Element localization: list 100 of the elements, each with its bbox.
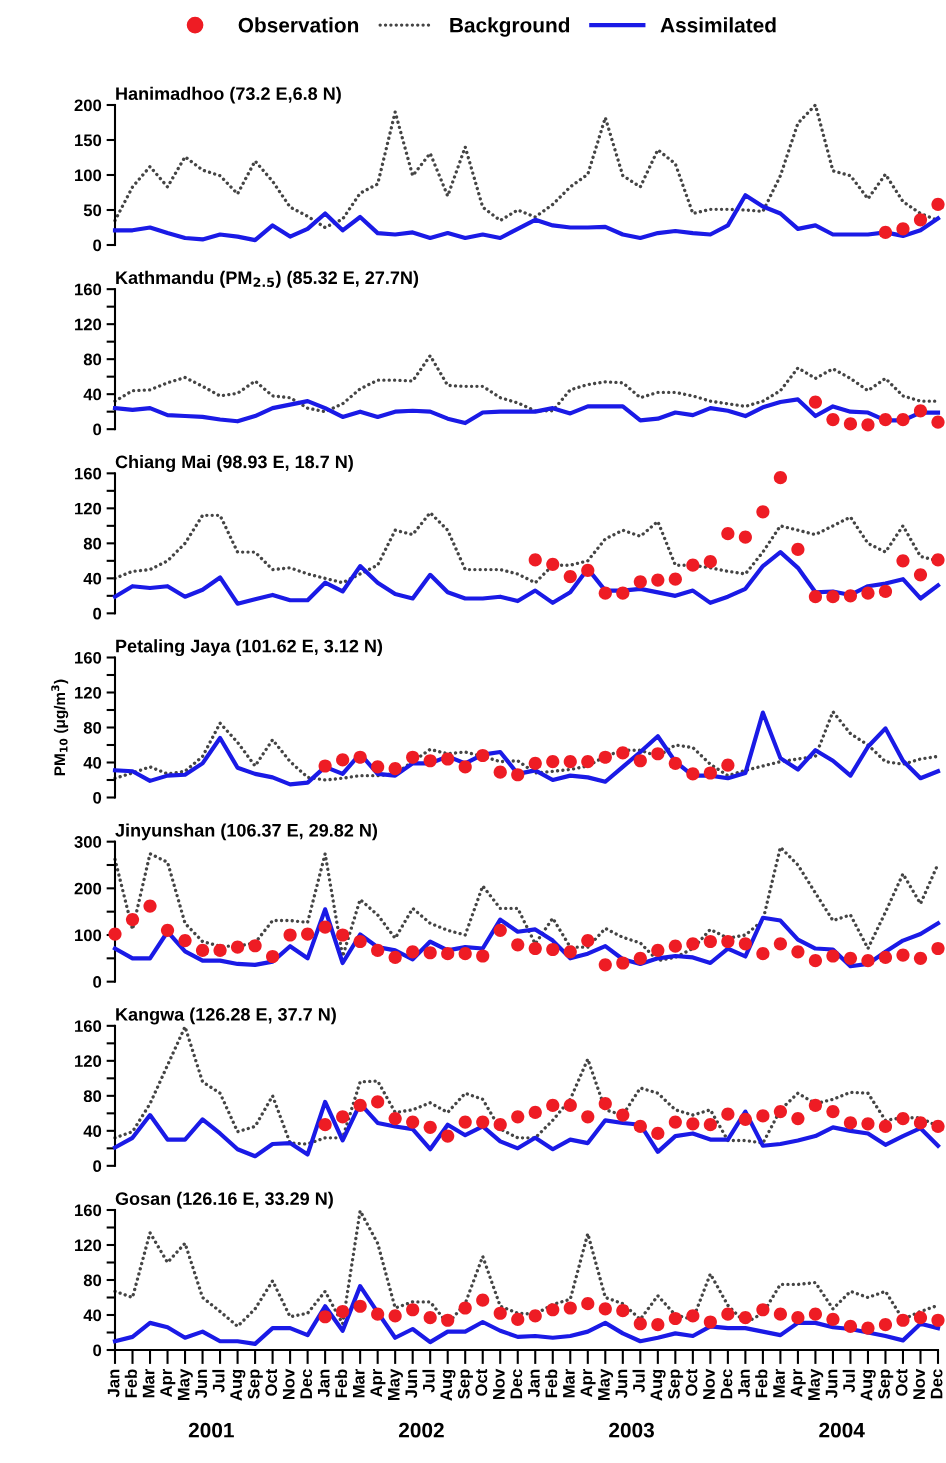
point: [808, 954, 823, 968]
point: [318, 920, 332, 934]
x-tick-label: May: [808, 1368, 824, 1401]
y-tick-label: 80: [83, 537, 102, 550]
x-tick-label: Nov: [493, 1368, 505, 1400]
point: [721, 1107, 735, 1121]
text: 2003: [609, 1422, 654, 1438]
point: [773, 471, 787, 485]
x-tick-label: Mar: [142, 1369, 155, 1398]
point: [581, 1110, 595, 1124]
y-tick-label: 200: [74, 99, 102, 112]
point: [108, 927, 122, 941]
y-tick-label: 160: [75, 1020, 102, 1033]
x-tick-label: Apr: [790, 1369, 806, 1398]
point: [493, 765, 507, 779]
y-tick-label: 40: [83, 572, 102, 585]
point: [388, 1309, 402, 1323]
point: [616, 586, 630, 600]
point: [528, 553, 542, 567]
point: [668, 939, 682, 953]
point: [423, 1120, 437, 1134]
point: [896, 1313, 910, 1327]
x-tick-label: Jan: [738, 1369, 750, 1398]
point: [581, 934, 595, 948]
point: [843, 589, 858, 603]
point: [826, 412, 840, 427]
x-tick-label: Dec: [300, 1369, 313, 1399]
point: [546, 942, 560, 957]
point: [808, 590, 823, 604]
point: [633, 1119, 647, 1134]
point: [861, 954, 875, 968]
point: [668, 1115, 682, 1129]
x-tick-label: Sep: [247, 1369, 263, 1399]
point: [336, 1110, 350, 1124]
point: [826, 1105, 840, 1119]
x-tick-label: Oct: [265, 1368, 278, 1396]
x-tick-label: Feb: [124, 1369, 137, 1398]
point: [511, 938, 525, 952]
point: [248, 939, 262, 953]
point: [738, 1311, 752, 1325]
x-tick-label: Jun: [825, 1369, 838, 1399]
point: [913, 1311, 928, 1325]
point: [581, 755, 595, 769]
x-tick-label: Aug: [440, 1369, 456, 1401]
point: [808, 395, 823, 409]
point: [511, 768, 525, 782]
point: [353, 750, 367, 764]
x-tick-label: Apr: [580, 1369, 596, 1398]
x-tick-label: May: [598, 1368, 614, 1401]
y-tick-label: 0: [93, 239, 102, 252]
point: [371, 943, 385, 957]
point: [458, 760, 472, 774]
y-tick-label: 0: [93, 607, 102, 620]
point: [178, 934, 192, 948]
y-tick-label: 160: [75, 283, 102, 296]
point: [686, 937, 700, 951]
point: [791, 1112, 805, 1126]
point: [703, 766, 717, 780]
point: [353, 1299, 367, 1313]
point: [406, 750, 420, 764]
point: [756, 505, 770, 519]
point: [598, 586, 612, 600]
point: [896, 222, 910, 236]
point: [668, 572, 682, 586]
point: [633, 951, 647, 965]
point: [546, 1303, 560, 1317]
x-tick-label: May: [388, 1368, 403, 1401]
chart-title: Kangwa (126.28 E, 37.7 N): [116, 1007, 336, 1025]
point: [563, 945, 577, 959]
point: [931, 415, 945, 429]
point: [423, 946, 437, 960]
y-tick-label: 160: [75, 467, 102, 480]
point: [230, 940, 245, 954]
y-tick-label: 0: [93, 1344, 102, 1357]
point: [563, 1098, 577, 1113]
y-tick-label: 120: [75, 686, 102, 699]
point: [441, 752, 455, 766]
point: [843, 417, 858, 431]
point: [598, 958, 612, 972]
point: [318, 759, 332, 773]
point: [913, 951, 928, 965]
point: [791, 1311, 805, 1325]
point: [651, 573, 665, 587]
point: [913, 213, 928, 227]
point: [563, 1301, 577, 1315]
y-tick-label: 160: [75, 651, 102, 664]
point: [913, 404, 928, 418]
x-tick-label: Feb: [755, 1369, 768, 1398]
point: [686, 767, 700, 781]
point: [668, 1311, 682, 1326]
point: [773, 937, 787, 951]
point: [493, 1306, 507, 1320]
point: [843, 951, 858, 965]
x-tick-label: Jul: [632, 1369, 645, 1393]
y-tick-label: 100: [75, 169, 102, 182]
point: [791, 542, 805, 557]
x-tick-label: Jun: [195, 1369, 208, 1399]
x-tick-label: Jul: [842, 1369, 855, 1393]
y-axis-title: PM$_{10}$ (μg/m$^{3}$): [51, 679, 69, 776]
point: [388, 950, 402, 964]
